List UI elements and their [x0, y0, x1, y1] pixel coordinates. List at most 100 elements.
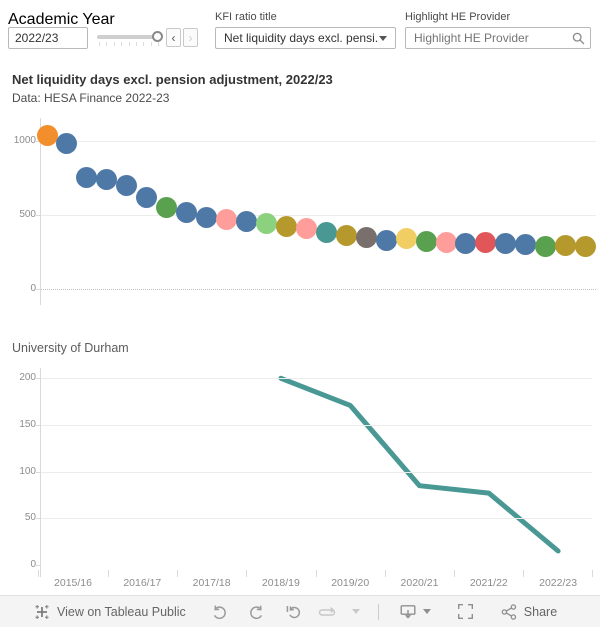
- scatter-y-tick-label: 500: [19, 209, 36, 220]
- line-x-tick-label: 2022/23: [539, 577, 578, 589]
- line-y-tick-label: 150: [19, 419, 36, 430]
- scatter-y-tick: [36, 215, 40, 216]
- view-on-tableau-link[interactable]: View on Tableau Public: [57, 604, 186, 619]
- line-x-tick: [246, 570, 248, 577]
- scatter-dot[interactable]: [236, 210, 257, 232]
- line-gridline: [41, 378, 592, 380]
- academic-year-slider[interactable]: [97, 35, 161, 39]
- line-gridline: [41, 471, 592, 473]
- share-button-label[interactable]: Share: [523, 604, 558, 619]
- academic-year-input[interactable]: [8, 27, 88, 49]
- scatter-dot[interactable]: [375, 229, 397, 251]
- download-icon[interactable]: [399, 603, 417, 621]
- line-x-tick-label: 2020/21: [400, 577, 439, 589]
- refresh-icon[interactable]: [318, 603, 338, 621]
- scatter-y-tick: [36, 289, 40, 290]
- download-caret-icon[interactable]: [422, 609, 431, 614]
- scatter-dot[interactable]: [56, 132, 78, 154]
- scatter-dot[interactable]: [295, 218, 317, 240]
- line-x-tick: [384, 570, 386, 577]
- scatter-dot[interactable]: [455, 232, 477, 254]
- line-y-tick-label: 100: [19, 465, 36, 477]
- search-icon: [572, 32, 585, 45]
- scatter-dot[interactable]: [355, 226, 377, 248]
- scatter-dot[interactable]: [216, 209, 238, 231]
- revert-icon[interactable]: [284, 603, 302, 621]
- kfi-ratio-dropdown[interactable]: Net liquidity days excl. pensi...: [215, 27, 396, 49]
- scatter-dot[interactable]: [575, 235, 597, 257]
- prev-year-button[interactable]: ‹: [166, 28, 181, 47]
- chevron-down-icon: [379, 35, 387, 41]
- highlight-provider-label: Highlight HE Provider: [405, 11, 511, 23]
- line-chart-title: University of Durham: [12, 341, 129, 355]
- kfi-ratio-selected: Net liquidity days excl. pensi...: [224, 31, 379, 45]
- line-x-tick-label: 2017/18: [192, 577, 231, 589]
- highlight-provider-search-input[interactable]: [405, 27, 591, 49]
- scatter-y-tick-label: 1000: [13, 135, 36, 146]
- line-x-tick: [315, 570, 317, 577]
- scatter-dot[interactable]: [76, 167, 98, 189]
- scatter-dot[interactable]: [335, 225, 357, 247]
- line-x-tick-label: 2015/16: [54, 577, 92, 589]
- line-gridline: [41, 518, 592, 520]
- next-year-button[interactable]: ›: [183, 28, 198, 47]
- line-x-tick-label: 2016/17: [123, 577, 162, 589]
- line-y-tick: [36, 425, 40, 426]
- line-y-tick: [36, 565, 40, 566]
- page-subtitle: Data: HESA Finance 2022-23: [12, 91, 170, 105]
- line-x-tick: [523, 570, 525, 577]
- academic-year-label: Academic Year: [8, 11, 115, 28]
- scatter-gridline: [41, 141, 596, 142]
- page-title: Net liquidity days excl. pension adjustm…: [12, 72, 333, 87]
- line-x-tick: [592, 570, 593, 577]
- scatter-dot[interactable]: [136, 187, 158, 209]
- scatter-dot[interactable]: [116, 175, 138, 197]
- scatter-dot[interactable]: [255, 213, 277, 235]
- scatter-dot[interactable]: [415, 230, 437, 252]
- scatter-dot[interactable]: [96, 169, 118, 191]
- line-y-tick: [36, 378, 40, 380]
- slider-ticks: [99, 42, 159, 46]
- scatter-gridline: [41, 215, 596, 216]
- line-x-tick-label: 2019/20: [331, 577, 370, 589]
- line-x-tick: [38, 570, 40, 577]
- scatter-dot[interactable]: [515, 233, 537, 255]
- tableau-toolbar: View on Tableau Public Share: [0, 595, 600, 627]
- scatter-dot[interactable]: [555, 234, 577, 256]
- scatter-dot[interactable]: [535, 235, 557, 257]
- scatter-y-axis: [40, 118, 41, 305]
- line-y-tick: [36, 471, 40, 473]
- scatter-dot[interactable]: [495, 232, 517, 254]
- line-x-tick: [107, 570, 109, 577]
- toolbar-divider: [377, 603, 379, 620]
- scatter-dot[interactable]: [475, 231, 497, 253]
- scatter-dot[interactable]: [196, 207, 218, 229]
- pause-updates-caret-icon[interactable]: [351, 609, 360, 614]
- scatter-y-tick-label: 0: [30, 283, 36, 294]
- scatter-dot[interactable]: [176, 201, 198, 223]
- line-y-tick-label: 0: [30, 559, 36, 570]
- undo-icon[interactable]: [210, 603, 228, 621]
- scatter-dot[interactable]: [36, 124, 58, 146]
- scatter-dot[interactable]: [435, 232, 457, 254]
- line-x-tick-label: 2021/22: [469, 577, 508, 589]
- line-x-tick: [176, 570, 178, 577]
- line-gridline: [41, 425, 592, 426]
- line-y-tick: [36, 518, 40, 520]
- academic-year-slider-thumb[interactable]: [152, 31, 163, 42]
- kfi-ratio-label: KFI ratio title: [215, 11, 277, 23]
- line-x-tick-label: 2018/19: [261, 577, 300, 589]
- line-y-tick-label: 50: [24, 512, 36, 524]
- line-y-axis: [40, 368, 41, 577]
- scatter-dot[interactable]: [156, 196, 178, 218]
- scatter-dot[interactable]: [395, 228, 417, 250]
- line-x-tick: [454, 570, 456, 577]
- redo-icon[interactable]: [248, 603, 266, 621]
- scatter-dot[interactable]: [275, 216, 297, 238]
- tableau-logo-icon: [34, 604, 50, 620]
- fullscreen-icon[interactable]: [457, 603, 474, 620]
- share-icon[interactable]: [500, 603, 518, 621]
- scatter-dot[interactable]: [315, 222, 337, 244]
- line-y-tick-label: 200: [19, 372, 36, 384]
